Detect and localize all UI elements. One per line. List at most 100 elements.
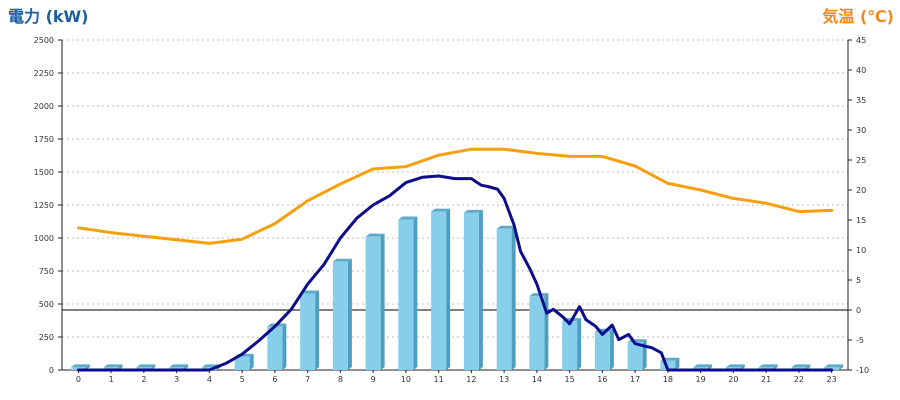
bar-top	[169, 364, 189, 368]
bar-front	[300, 293, 316, 370]
x-tick-label: 5	[240, 375, 245, 384]
x-tick-label: 2	[141, 375, 146, 384]
left-tick-label: 750	[39, 267, 54, 276]
bar-front	[234, 356, 250, 370]
left-tick-label: 1250	[34, 201, 54, 210]
bar	[529, 293, 549, 370]
bar-side	[347, 258, 352, 370]
right-tick-label: 35	[856, 96, 866, 105]
left-tick-label: 0	[49, 366, 54, 375]
left-tick-label: 500	[39, 300, 54, 309]
bar-side	[609, 328, 614, 370]
bar-side	[511, 225, 516, 370]
bar	[365, 233, 385, 370]
bar	[398, 216, 418, 370]
right-tick-label: 10	[856, 246, 866, 255]
bar-side	[478, 209, 483, 370]
bar-top	[136, 364, 156, 368]
axes	[58, 39, 852, 373]
x-tick-label: 8	[338, 375, 343, 384]
line-series	[76, 147, 834, 372]
left-axis-title: 電力 (kW)	[8, 7, 89, 26]
left-tick-label: 250	[39, 333, 54, 342]
bar	[300, 290, 320, 370]
bar-side	[839, 364, 844, 370]
grid-lines	[62, 39, 848, 338]
left-tick-label: 1000	[34, 234, 54, 243]
x-tick-label: 22	[794, 375, 804, 384]
bar-front	[267, 326, 283, 370]
bar	[496, 225, 516, 370]
bar-front	[660, 360, 676, 370]
x-tick-label: 10	[401, 375, 411, 384]
bar-front	[431, 211, 447, 370]
x-tick-label: 3	[174, 375, 179, 384]
x-tick-label: 14	[532, 375, 542, 384]
bar-side	[675, 357, 680, 370]
power-line	[76, 174, 834, 372]
bar-top	[725, 364, 745, 368]
x-tick-label: 9	[371, 375, 376, 384]
right-tick-label: 40	[856, 66, 866, 75]
right-tick-label: 30	[856, 126, 866, 135]
bar	[463, 209, 483, 370]
x-tick-label: 11	[434, 375, 444, 384]
bar-front	[496, 228, 512, 370]
x-tick-label: 21	[761, 375, 771, 384]
bar	[594, 328, 614, 370]
bar-front	[562, 321, 578, 370]
bar-top	[758, 364, 778, 368]
left-tick-label: 1750	[34, 135, 54, 144]
right-tick-label: -10	[856, 366, 869, 375]
bar-top	[365, 233, 385, 237]
x-tick-label: 20	[728, 375, 738, 384]
bar-side	[413, 216, 418, 370]
x-tick-label: 12	[466, 375, 476, 384]
bar	[267, 323, 287, 370]
x-tick-label: 0	[76, 375, 81, 384]
bar-front	[594, 331, 610, 370]
temperature-line	[76, 147, 834, 245]
bar-front	[463, 212, 479, 370]
bar-side	[577, 318, 582, 370]
bar-top	[332, 258, 352, 262]
bar	[332, 258, 352, 370]
bar-front	[627, 342, 643, 370]
x-tick-label: 6	[272, 375, 277, 384]
bar	[562, 318, 582, 370]
x-tick-label: 23	[827, 375, 837, 384]
x-tick-label: 16	[597, 375, 607, 384]
x-tick-label: 15	[565, 375, 575, 384]
bar	[431, 208, 451, 370]
bar-front	[398, 219, 414, 370]
left-tick-label: 1500	[34, 168, 54, 177]
bar-top	[496, 225, 516, 229]
left-tick-label: 2500	[34, 36, 54, 45]
bar-front	[332, 261, 348, 370]
tick-labels: 02505007501000125015001750200022502500-1…	[34, 36, 869, 384]
x-tick-label: 1	[109, 375, 114, 384]
bar-top	[103, 364, 123, 368]
x-tick-label: 13	[499, 375, 509, 384]
bar-front	[365, 236, 381, 370]
bar-side	[249, 353, 254, 370]
bar-side	[642, 339, 647, 370]
bar-series	[70, 208, 844, 370]
bar-top	[693, 364, 713, 368]
bar-top	[300, 290, 320, 294]
right-axis-title: 気温 (℃)	[822, 7, 894, 26]
bar-top	[791, 364, 811, 368]
bar-side	[446, 208, 451, 370]
left-tick-label: 2250	[34, 69, 54, 78]
x-tick-label: 7	[305, 375, 310, 384]
bar-top	[431, 208, 451, 212]
bar-top	[463, 209, 483, 213]
bar-side	[315, 290, 320, 370]
right-tick-label: 0	[856, 306, 861, 315]
left-tick-label: 2000	[34, 102, 54, 111]
bar-top	[398, 216, 418, 220]
x-tick-label: 17	[630, 375, 640, 384]
bar	[234, 353, 254, 370]
bar-top	[70, 364, 90, 368]
